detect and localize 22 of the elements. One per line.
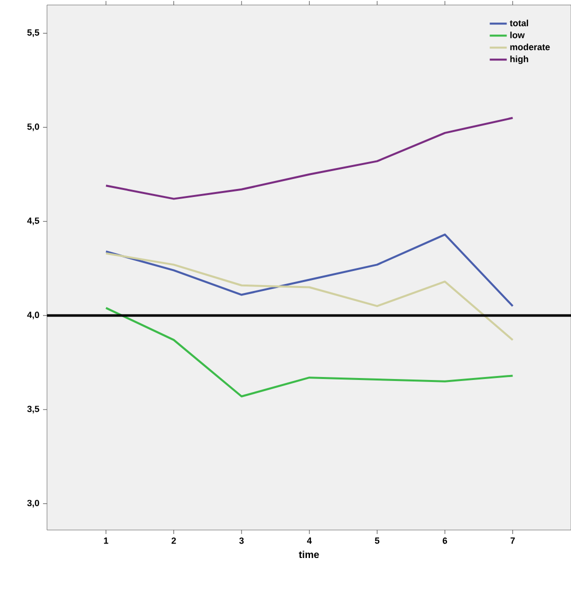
- x-tick-label: 6: [442, 538, 448, 544]
- legend-label: low: [510, 32, 525, 38]
- line-series: [104, 306, 514, 398]
- y-tick-label: 3,5: [27, 406, 40, 414]
- legend-label: total: [510, 20, 528, 26]
- x-tick-label: 4: [306, 538, 312, 544]
- x-tick-label: 2: [172, 538, 176, 544]
- y-tick-label: 5,0: [27, 123, 40, 132]
- y-tick-label: 3,0: [27, 500, 40, 508]
- line-series: [104, 116, 514, 200]
- x-tick-label: 1: [104, 538, 108, 544]
- y-tick-label: 4,0: [27, 312, 40, 320]
- x-tick-label: 5: [374, 538, 380, 544]
- legend-label: high: [510, 56, 528, 64]
- y-tick-label: 5,5: [27, 29, 40, 37]
- x-tick-label: 7: [510, 538, 515, 544]
- legend-label: moderate: [510, 44, 550, 50]
- x-axis-title: time: [298, 550, 319, 558]
- line-series: [104, 252, 514, 341]
- x-tick-label: 3: [239, 538, 244, 544]
- y-tick-label: 4,5: [27, 218, 40, 226]
- line-series: [104, 234, 514, 308]
